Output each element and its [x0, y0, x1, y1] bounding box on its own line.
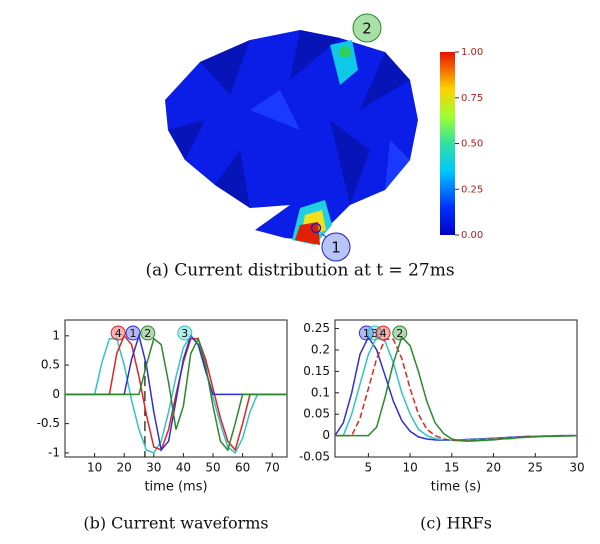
caption: (c) HRFs [420, 514, 492, 533]
series-label: 4 [380, 327, 387, 340]
y-tick-label: 0 [52, 387, 60, 401]
marker-circle [321, 232, 351, 262]
marker-label: 2 [362, 20, 372, 38]
series-label-circle [358, 325, 374, 341]
brain [165, 30, 418, 245]
series-label: 3 [181, 327, 188, 340]
series-label: 2 [144, 327, 151, 340]
colorbar-tick-label: 0.50 [461, 139, 483, 150]
x-axis-label: time (ms) [144, 480, 207, 495]
colorbar-tick-label: 0.25 [461, 184, 483, 195]
x-tick-label: 5 [365, 461, 373, 475]
series-label: 1 [130, 327, 137, 340]
x-tick-label: 60 [235, 461, 250, 475]
x-tick-label: 70 [265, 461, 280, 475]
y-tick-label: -0.5 [37, 416, 60, 430]
colorbar-tick-label: 0.75 [461, 93, 483, 104]
y-tick-label: 0.25 [303, 321, 330, 335]
x-tick-label: 50 [205, 461, 220, 475]
series-label: 2 [396, 327, 403, 340]
colorbar-tick-label: 1.00 [461, 47, 483, 58]
x-tick-label: 20 [117, 461, 132, 475]
x-tick-label: 30 [569, 461, 584, 475]
y-tick-label: 1 [52, 328, 60, 342]
series-label-circle [125, 325, 141, 341]
y-tick-label: 0.5 [41, 358, 60, 372]
y-tick-label: 0.15 [303, 364, 330, 378]
x-tick-label: 30 [146, 461, 161, 475]
colorbar-tick-label: 0.00 [461, 230, 483, 241]
series-label: 3 [371, 327, 378, 340]
x-tick-label: 10 [87, 461, 102, 475]
plot-area [64, 319, 288, 458]
y-tick-label: -1 [48, 445, 60, 459]
y-tick-label: -0.05 [299, 450, 330, 464]
series-line [65, 334, 287, 455]
series-label-circle [375, 325, 391, 341]
x-tick-label: 15 [444, 461, 459, 475]
x-tick-label: 20 [486, 461, 501, 475]
series-label-circle [392, 325, 408, 341]
colorbar [440, 52, 455, 235]
series-label-circle [140, 325, 156, 341]
caption: (a) Current distribution at t = 27ms [145, 261, 454, 281]
series-label: 4 [115, 327, 122, 340]
series-line [65, 336, 287, 452]
series-line [335, 335, 578, 442]
series-label-circle [110, 325, 126, 341]
series-label: 1 [363, 327, 370, 340]
y-tick-label: 0.2 [311, 342, 330, 356]
caption: (b) Current waveforms [83, 514, 268, 533]
x-axis-label: time (s) [431, 480, 481, 495]
marker-circle [352, 13, 382, 43]
y-tick-label: 0.1 [311, 385, 330, 399]
x-tick-label: 40 [176, 461, 191, 475]
series-label-circle [367, 325, 383, 341]
y-tick-label: 0 [322, 428, 330, 442]
plot-area [334, 319, 578, 458]
x-tick-label: 25 [528, 461, 543, 475]
marker-label: 1 [331, 239, 341, 257]
y-tick-label: 0.05 [303, 407, 330, 421]
series-label-circle [177, 325, 193, 341]
x-tick-label: 10 [402, 461, 417, 475]
